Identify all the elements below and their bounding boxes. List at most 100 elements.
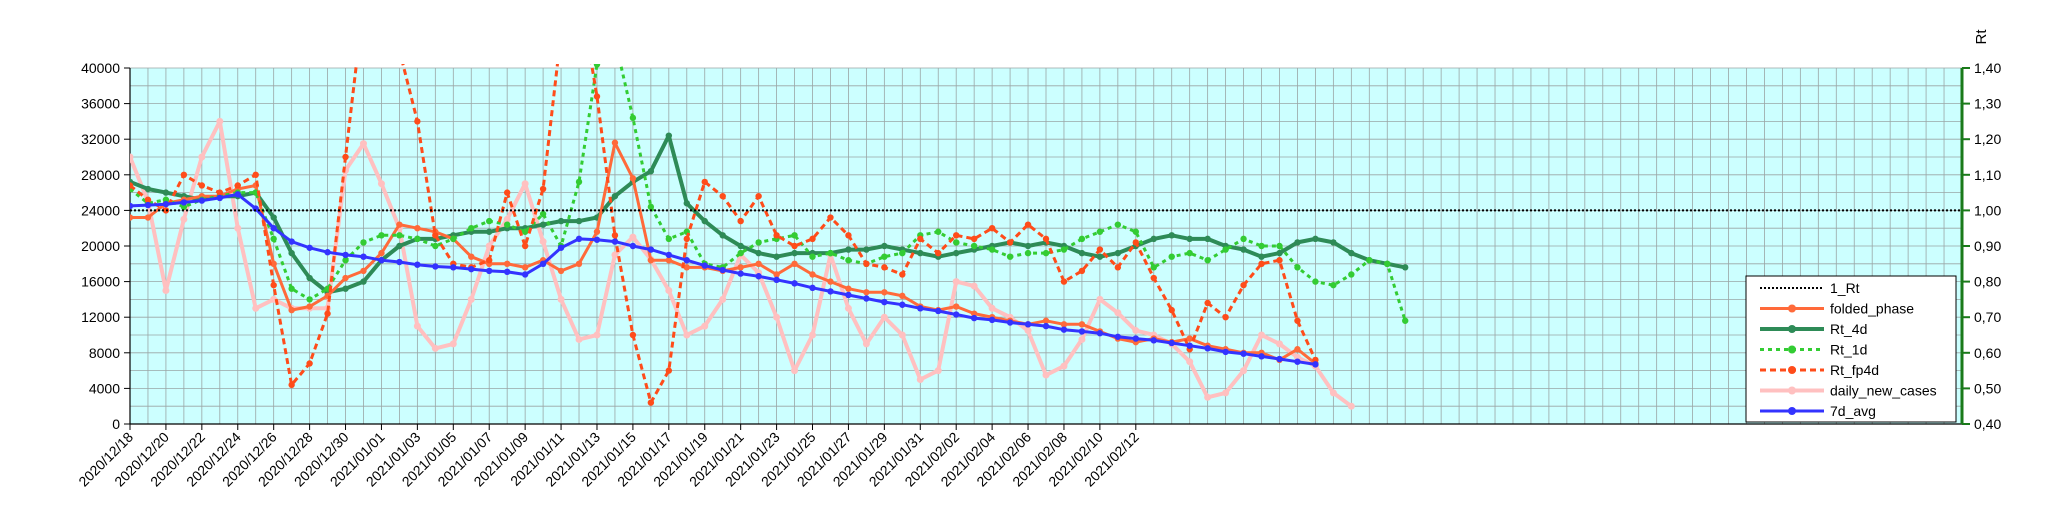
- data-point-7d_avg: [1276, 355, 1283, 363]
- data-point-folded_phase: [755, 260, 762, 267]
- y-tick-label-right: 0,90: [1974, 238, 2001, 254]
- data-point-Rt_1d: [612, 36, 618, 42]
- data-point-Rt_1d: [1060, 246, 1068, 253]
- data-point-Rt_1d: [575, 178, 583, 186]
- data-point-Rt_fp4d: [1258, 260, 1265, 267]
- data-point-Rt_4d: [557, 217, 565, 225]
- data-point-7d_avg: [719, 266, 726, 274]
- data-point-Rt_1d: [791, 232, 798, 239]
- y-tick-label-left: 36000: [81, 96, 120, 112]
- data-point-folded_phase: [1042, 317, 1050, 324]
- data-point-folded_phase: [737, 264, 744, 271]
- data-point-Rt_4d: [952, 249, 960, 257]
- data-point-Rt_4d: [1150, 235, 1157, 243]
- data-point-7d_avg: [1258, 353, 1265, 360]
- data-point-Rt_fp4d: [988, 225, 996, 232]
- data-point-Rt_1d: [378, 232, 385, 239]
- data-point-Rt_fp4d: [809, 235, 816, 243]
- y-tick-label-left: 0: [112, 416, 120, 432]
- data-point-folded_phase: [575, 260, 583, 267]
- data-point-daily_new_cases: [988, 304, 996, 312]
- legend: 1_Rt folded_phase Rt_4d Rt_1d Rt_fp4d daily_n…: [1745, 275, 1957, 423]
- data-point-7d_avg: [1114, 333, 1122, 340]
- data-point-7d_avg: [557, 244, 565, 251]
- data-point-Rt_1d: [450, 235, 457, 243]
- data-point-7d_avg: [432, 263, 439, 270]
- data-point-folded_phase: [342, 274, 349, 282]
- data-point-7d_avg: [683, 257, 690, 264]
- data-point-Rt_1d: [1096, 228, 1104, 235]
- data-point-daily_new_cases: [449, 340, 457, 348]
- data-point-Rt_1d: [827, 249, 834, 257]
- data-point-Rt_4d: [342, 285, 349, 292]
- data-point-Rt_fp4d: [917, 235, 924, 243]
- data-point-Rt_fp4d: [1132, 239, 1140, 246]
- data-point-daily_new_cases: [1060, 362, 1068, 370]
- data-point-Rt_4d: [288, 249, 295, 257]
- data-point-Rt_4d: [486, 228, 493, 235]
- data-point-Rt_1d: [1348, 271, 1355, 278]
- data-point-Rt_1d: [521, 228, 529, 235]
- data-point-Rt_4d: [1294, 239, 1301, 246]
- data-point-Rt_4d: [647, 168, 655, 175]
- data-point-Rt_fp4d: [827, 214, 834, 221]
- data-point-folded_phase: [970, 310, 978, 317]
- data-point-7d_avg: [665, 251, 673, 259]
- data-point-daily_new_cases: [1132, 327, 1140, 335]
- data-point-Rt_fp4d: [952, 232, 960, 239]
- y-tick-label-left: 12000: [81, 309, 120, 325]
- legend-marker-Rt_1d: [1788, 345, 1796, 354]
- data-point-Rt_fp4d: [1078, 267, 1086, 275]
- data-point-Rt_4d: [1312, 235, 1319, 243]
- data-point-Rt_1d: [737, 249, 744, 257]
- data-point-Rt_4d: [755, 249, 762, 257]
- y-tick-label-left: 40000: [81, 60, 120, 76]
- data-point-Rt_1d: [1042, 249, 1050, 257]
- data-point-Rt_fp4d: [593, 93, 601, 100]
- data-point-daily_new_cases: [1204, 393, 1212, 401]
- data-point-daily_new_cases: [1096, 295, 1104, 303]
- data-point-7d_avg: [1204, 345, 1211, 352]
- data-point-Rt_fp4d: [1060, 278, 1068, 285]
- data-point-Rt_1d: [1114, 221, 1122, 228]
- data-point-7d_avg: [1042, 322, 1050, 330]
- data-point-Rt_fp4d: [324, 310, 331, 317]
- y-tick-label-left: 8000: [89, 345, 120, 361]
- data-point-daily_new_cases: [1222, 389, 1230, 397]
- data-point-daily_new_cases: [719, 295, 727, 303]
- data-point-Rt_fp4d: [1204, 299, 1211, 307]
- data-point-Rt_4d: [1240, 246, 1247, 253]
- y-tick-label-right: 1,40: [1974, 60, 2001, 76]
- data-point-Rt_fp4d: [288, 381, 295, 389]
- data-point-Rt_1d: [1384, 260, 1391, 267]
- data-point-folded_phase: [863, 289, 870, 296]
- data-point-7d_avg: [593, 236, 601, 243]
- data-point-Rt_1d: [899, 249, 906, 257]
- data-point-daily_new_cases: [1258, 331, 1266, 339]
- legend-label-folded_phase: folded_phase: [1830, 301, 1914, 317]
- data-point-7d_avg: [1168, 339, 1175, 347]
- data-point-Rt_1d: [647, 203, 655, 211]
- data-point-7d_avg: [1150, 337, 1157, 344]
- data-point-7d_avg: [1132, 335, 1140, 342]
- data-point-Rt_1d: [629, 114, 637, 122]
- data-point-Rt_1d: [360, 239, 367, 246]
- data-point-Rt_1d: [1078, 235, 1086, 243]
- data-point-Rt_4d: [1330, 239, 1337, 246]
- data-point-7d_avg: [324, 249, 331, 256]
- data-point-folded_phase: [629, 175, 637, 182]
- data-point-Rt_1d: [306, 296, 313, 303]
- data-point-Rt_fp4d: [1114, 264, 1122, 271]
- data-point-Rt_fp4d: [558, 29, 564, 35]
- data-point-Rt_4d: [1186, 235, 1193, 243]
- data-point-daily_new_cases: [521, 180, 529, 188]
- y-tick-label-left: 28000: [81, 167, 120, 183]
- data-point-7d_avg: [468, 265, 475, 273]
- data-point-7d_avg: [881, 298, 888, 306]
- data-point-Rt_4d: [791, 249, 798, 257]
- y-tick-label-right: 1,20: [1974, 131, 2001, 147]
- data-point-folded_phase: [809, 271, 816, 278]
- series-Rt_fp4d: [130, 29, 1319, 406]
- data-point-Rt_4d: [683, 200, 690, 207]
